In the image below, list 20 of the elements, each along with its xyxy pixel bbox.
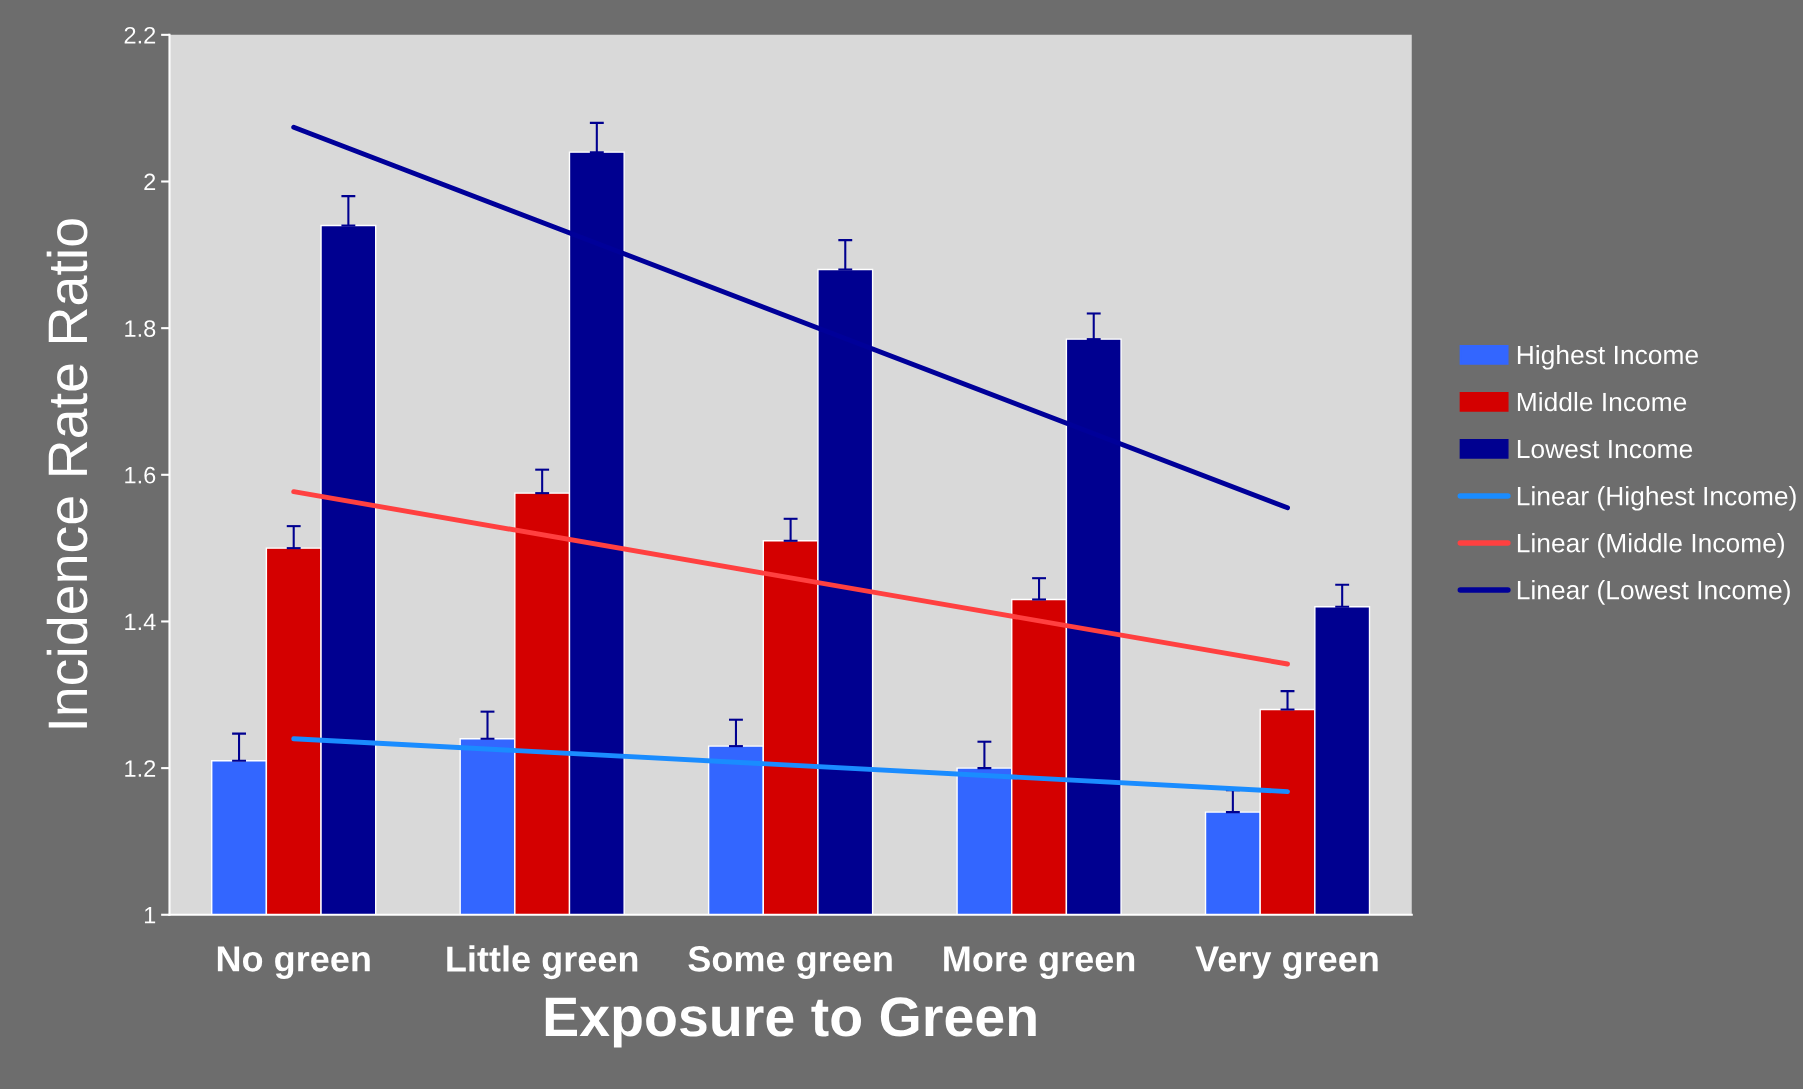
y-axis-title: Incidence Rate Ratio	[46, 219, 88, 728]
y-tick-label: 2.2	[124, 26, 156, 44]
y-tick-label: 1.6	[125, 466, 156, 484]
x-tick-label: No green	[217, 946, 370, 979]
x-tick-label: Very green	[1195, 946, 1378, 979]
y-tick-label: 1.8	[125, 320, 156, 337]
legend-label: Linear (Middle Income)	[1517, 533, 1784, 558]
legend-label: Linear (Lowest Income)	[1517, 580, 1790, 605]
y-tick-label: 1	[144, 907, 156, 924]
legend-label: Lowest Income	[1517, 439, 1693, 459]
legend-label: Middle Income	[1517, 391, 1687, 412]
y-tick-label: 1.4	[125, 613, 156, 631]
x-tick-label: More green	[944, 946, 1135, 979]
x-axis-title: Exposure to Green	[545, 997, 1036, 1048]
x-tick-label: Some green	[688, 946, 892, 979]
y-tick-label: 1.2	[125, 760, 156, 777]
x-tick-label: Little green	[447, 945, 638, 980]
legend-label: Highest Income	[1517, 344, 1698, 370]
y-tick-label: 2	[144, 173, 156, 191]
legend-label: Linear (Highest Income)	[1517, 486, 1796, 511]
